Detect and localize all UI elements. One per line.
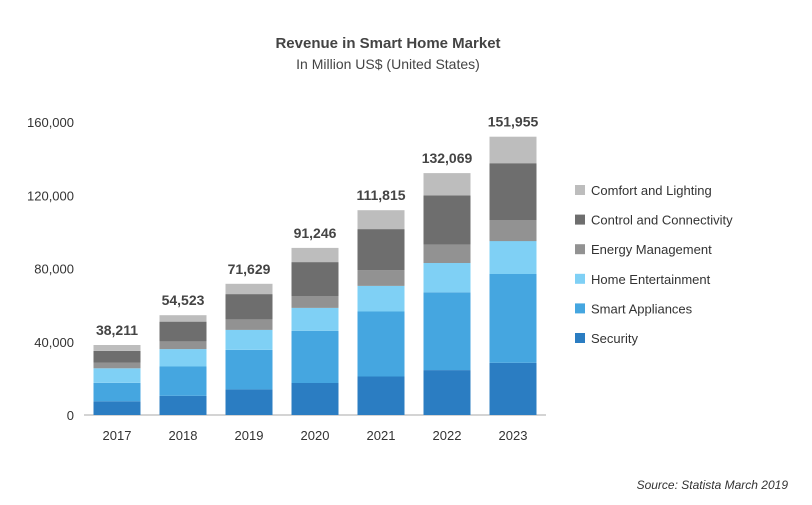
bar-segment-comfort-and-lighting xyxy=(159,315,207,322)
x-tick-label: 2022 xyxy=(433,428,462,443)
legend-swatch xyxy=(575,303,585,314)
x-tick-label: 2021 xyxy=(367,428,396,443)
total-label: 38,211 xyxy=(96,322,138,338)
bar-segment-comfort-and-lighting xyxy=(423,173,471,196)
bar-segment-security xyxy=(93,401,141,415)
bar-segment-home-entertainment xyxy=(159,349,207,367)
bar-segment-energy-management xyxy=(423,244,471,263)
bar-segment-control-and-connectivity xyxy=(159,321,207,342)
legend-label: Comfort and Lighting xyxy=(591,183,712,198)
legend: Comfort and Lighting Control and Connecti… xyxy=(575,183,733,346)
bar-segment-energy-management xyxy=(159,341,207,350)
bar-segment-smart-appliances xyxy=(93,383,141,402)
bar-segment-security xyxy=(423,370,471,415)
bar-segment-control-and-connectivity xyxy=(357,229,405,271)
bar-segment-smart-appliances xyxy=(291,330,339,383)
bar-segment-energy-management xyxy=(291,296,339,308)
bar-segment-security xyxy=(225,389,273,415)
y-tick-label: 0 xyxy=(67,408,74,423)
y-tick-label: 120,000 xyxy=(27,188,74,203)
bar-segment-comfort-and-lighting xyxy=(489,136,537,164)
bar-segment-security xyxy=(291,383,339,415)
bar-segment-control-and-connectivity xyxy=(225,294,273,320)
bar-segment-energy-management xyxy=(93,362,141,369)
bars-group xyxy=(93,136,537,415)
bar-segment-comfort-and-lighting xyxy=(225,283,273,295)
bar-segment-energy-management xyxy=(489,220,537,242)
bar-segment-control-and-connectivity xyxy=(423,195,471,245)
bar-segment-home-entertainment xyxy=(357,285,405,312)
bar-segment-energy-management xyxy=(357,270,405,286)
y-axis-ticks: 0 40,000 80,000 120,000 160,000 xyxy=(27,115,74,423)
bar-segment-comfort-and-lighting xyxy=(93,345,141,351)
legend-swatch xyxy=(575,244,585,255)
bar-segment-smart-appliances xyxy=(489,274,537,363)
x-tick-label: 2020 xyxy=(301,428,330,443)
bar-segment-home-entertainment xyxy=(423,263,471,293)
y-tick-label: 40,000 xyxy=(34,335,74,350)
chart-title: Revenue in Smart Home Market xyxy=(275,35,500,52)
total-label: 151,955 xyxy=(488,114,539,130)
total-label: 132,069 xyxy=(422,150,473,166)
bar-segment-home-entertainment xyxy=(93,368,141,383)
legend-swatch xyxy=(575,214,585,225)
total-label: 111,815 xyxy=(356,187,405,203)
bar-segment-security xyxy=(357,376,405,415)
legend-swatch xyxy=(575,333,585,343)
legend-label: Energy Management xyxy=(591,242,712,257)
total-label: 54,523 xyxy=(162,292,205,308)
bar-segment-energy-management xyxy=(225,319,273,330)
bar-segment-home-entertainment xyxy=(489,241,537,274)
bar-segment-security xyxy=(489,362,537,415)
bar-segment-home-entertainment xyxy=(225,329,273,350)
x-tick-label: 2019 xyxy=(235,428,264,443)
bar-segment-comfort-and-lighting xyxy=(357,210,405,230)
x-tick-label: 2018 xyxy=(169,428,198,443)
bar-segment-smart-appliances xyxy=(357,311,405,377)
legend-label: Control and Connectivity xyxy=(591,213,733,228)
legend-swatch xyxy=(575,273,585,284)
legend-swatch xyxy=(575,185,585,195)
total-label: 71,629 xyxy=(228,261,271,277)
chart-subtitle: In Million US$ (United States) xyxy=(296,56,480,72)
bar-segment-comfort-and-lighting xyxy=(291,247,339,263)
total-labels-group: 38,211 54,523 71,629 91,246 111,815 132,069 15… xyxy=(96,114,539,338)
legend-label: Home Entertainment xyxy=(591,272,711,287)
bar-segment-control-and-connectivity xyxy=(291,262,339,296)
y-tick-label: 80,000 xyxy=(34,262,74,277)
bar-segment-smart-appliances xyxy=(225,350,273,390)
x-tick-label: 2023 xyxy=(499,428,528,443)
source-note: Source: Statista March 2019 xyxy=(637,478,789,492)
x-tick-label: 2017 xyxy=(103,428,132,443)
bar-segment-security xyxy=(159,395,207,415)
legend-label: Smart Appliances xyxy=(591,301,693,316)
bar-segment-home-entertainment xyxy=(291,307,339,331)
bar-segment-smart-appliances xyxy=(423,292,471,371)
bar-segment-smart-appliances xyxy=(159,366,207,396)
legend-label: Security xyxy=(591,331,638,346)
total-label: 91,246 xyxy=(294,225,337,241)
bar-segment-control-and-connectivity xyxy=(489,163,537,220)
bar-segment-control-and-connectivity xyxy=(93,350,141,363)
x-axis-ticks: 2017 2018 2019 2020 2021 2022 2023 xyxy=(103,428,528,443)
y-tick-label: 160,000 xyxy=(27,115,74,130)
